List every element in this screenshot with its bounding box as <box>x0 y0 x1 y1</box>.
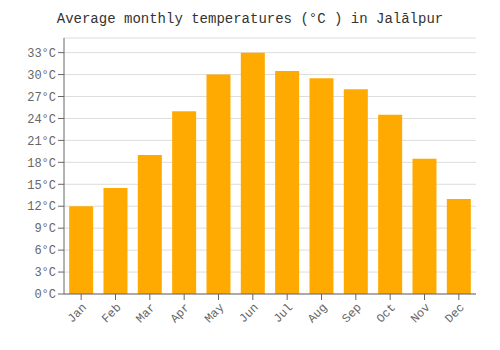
svg-text:15°C: 15°C <box>27 179 56 193</box>
svg-text:Jul: Jul <box>271 301 296 326</box>
svg-text:33°C: 33°C <box>27 47 56 61</box>
svg-text:30°C: 30°C <box>27 69 56 83</box>
svg-text:May: May <box>202 301 227 326</box>
svg-text:Jun: Jun <box>237 301 262 326</box>
svg-text:21°C: 21°C <box>27 135 56 149</box>
svg-text:Nov: Nov <box>408 301 433 326</box>
svg-text:Mar: Mar <box>134 301 159 326</box>
svg-text:Dec: Dec <box>443 301 468 326</box>
svg-text:Oct: Oct <box>374 301 399 326</box>
svg-text:9°C: 9°C <box>34 222 56 236</box>
svg-text:Jan: Jan <box>65 301 90 326</box>
svg-text:0°C: 0°C <box>34 288 56 302</box>
svg-text:27°C: 27°C <box>27 91 56 105</box>
svg-text:Sep: Sep <box>340 301 365 326</box>
svg-text:24°C: 24°C <box>27 113 56 127</box>
html-text:Average monthly temperatures (: Average monthly temperatures (°C ) in Ja… <box>56 11 444 27</box>
svg-text:12°C: 12°C <box>27 200 56 214</box>
svg-text:Apr: Apr <box>168 301 193 326</box>
svg-text:3°C: 3°C <box>34 266 56 280</box>
svg-text:Aug: Aug <box>305 301 330 326</box>
svg-text:Feb: Feb <box>99 301 124 326</box>
svg-text:6°C: 6°C <box>34 244 56 258</box>
svg-text:18°C: 18°C <box>27 157 56 171</box>
